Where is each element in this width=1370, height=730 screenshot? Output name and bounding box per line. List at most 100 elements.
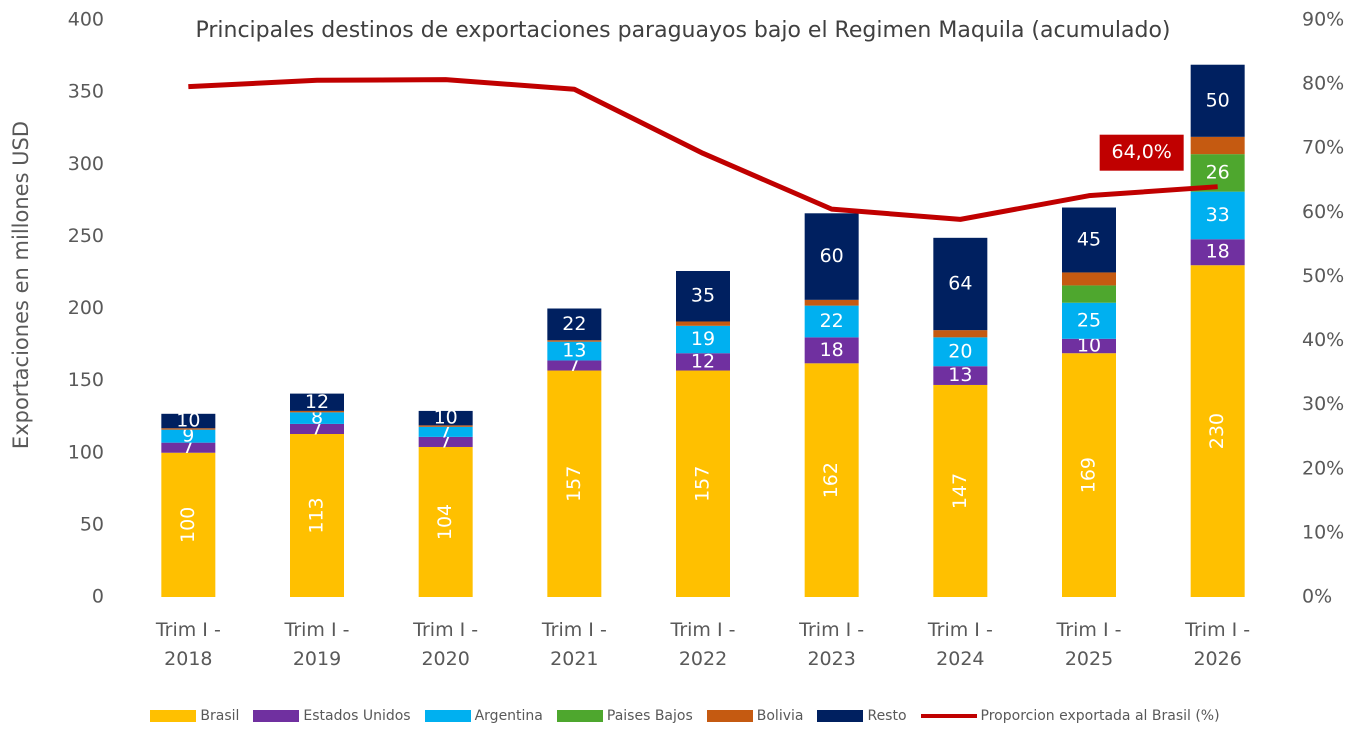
legend-swatch [424, 710, 471, 722]
data-label: 157 [692, 466, 714, 502]
y2-tick-label: 80% [1302, 73, 1344, 95]
bar-segment [933, 330, 988, 338]
y2-tick-label: 50% [1302, 265, 1344, 287]
bar-segment [804, 299, 859, 306]
y2-tick-label: 70% [1302, 137, 1344, 159]
data-label: 18 [820, 339, 844, 361]
bar-segment [1062, 353, 1116, 597]
data-label: 100 [177, 507, 199, 543]
data-label: 169 [1078, 457, 1100, 493]
y-tick-label: 350 [68, 81, 104, 103]
data-label: 9 [182, 425, 194, 447]
bar-segment [676, 321, 730, 326]
bar-segment [1062, 272, 1116, 286]
y2-tick-label: 10% [1302, 521, 1344, 543]
data-label: 10 [434, 407, 458, 429]
bar-segment [161, 429, 216, 443]
bar-segment [547, 370, 602, 597]
legend-label: Estados Unidos [303, 708, 411, 724]
legend-swatch [706, 710, 753, 722]
x-tick-label: Trim I - 2024 [927, 619, 993, 670]
data-label: 104 [434, 504, 456, 540]
legend-label: Argentina [474, 708, 543, 724]
legend-label: Bolivia [756, 708, 804, 724]
bar-segment [547, 308, 602, 341]
legend-swatch [253, 710, 300, 722]
bar-segment [933, 237, 988, 331]
legend-label: Brasil [200, 708, 240, 724]
bar-segment [418, 425, 473, 427]
legend-swatch [817, 710, 864, 722]
data-label: 64,0% [1111, 141, 1171, 163]
data-label: 22 [820, 310, 844, 332]
bar-segment [1190, 239, 1245, 266]
data-label: 26 [1206, 161, 1230, 183]
y2-tick-label: 0% [1302, 586, 1332, 608]
data-label: 20 [948, 340, 972, 362]
data-label: 113 [306, 497, 328, 533]
y-axis-label: Exportaciones en millones USD [9, 121, 33, 449]
data-label: 162 [820, 462, 842, 498]
y-tick-label: 250 [68, 225, 104, 247]
data-label: 147 [949, 473, 971, 509]
y2-tick-label: 40% [1302, 329, 1344, 351]
legend: Brasil Estados Unidos Argentina Paises Bajo… [0, 708, 1370, 724]
data-label: 60 [820, 245, 844, 267]
bar-segment [1190, 191, 1245, 240]
data-label: 45 [1077, 228, 1101, 250]
legend-item: Proporcion exportada al Brasil (%) [920, 708, 1220, 724]
data-label: 18 [1206, 241, 1230, 263]
legend-item: Estados Unidos [253, 708, 411, 724]
data-label: 230 [1206, 413, 1228, 449]
x-tick-label: Trim I - 2021 [541, 619, 607, 670]
legend-label: Proporcion exportada al Brasil (%) [980, 708, 1220, 724]
bar-segment [418, 426, 473, 437]
bar-segment [161, 428, 216, 430]
bar-segment [804, 305, 859, 338]
legend-swatch [556, 710, 603, 722]
y-tick-label: 400 [68, 9, 104, 31]
legend-label: Paises Bajos [606, 708, 693, 724]
data-label: 25 [1077, 309, 1101, 331]
y-tick-label: 50 [80, 513, 104, 535]
data-label: 10 [1077, 335, 1101, 357]
bar-segment [547, 340, 602, 342]
bar-segment [804, 337, 859, 364]
y-tick-label: 0 [92, 586, 104, 608]
bar-segment [1190, 64, 1245, 137]
bar-segment [933, 366, 988, 385]
data-label: 12 [305, 391, 329, 413]
bar-segment [1062, 285, 1116, 303]
bar-segment [933, 384, 988, 597]
bar-segment [676, 270, 730, 322]
bar-segment [1190, 136, 1245, 155]
y-tick-label: 200 [68, 297, 104, 319]
x-tick-label: Trim I - 2022 [670, 619, 736, 670]
legend-item: Paises Bajos [556, 708, 693, 724]
bar-segment [290, 410, 344, 413]
bar-segment [1190, 265, 1245, 597]
bar-segment [290, 433, 344, 597]
y-tick-label: 100 [68, 441, 104, 463]
data-label: 50 [1206, 89, 1230, 111]
data-label: 157 [563, 466, 585, 502]
y2-tick-label: 20% [1302, 457, 1344, 479]
data-label: 64 [948, 272, 972, 294]
data-label: 12 [691, 350, 715, 372]
legend-item: Brasil [150, 708, 239, 724]
bar-segment [290, 393, 344, 411]
x-tick-label: Trim I - 2020 [413, 619, 479, 670]
y2-tick-label: 90% [1302, 9, 1344, 31]
x-tick-label: Trim I - 2023 [799, 619, 865, 670]
data-label: 13 [948, 364, 972, 386]
x-tick-label: Trim I - 2019 [284, 619, 350, 670]
bar-segment [418, 410, 473, 426]
line [188, 77, 1218, 222]
legend-item: Resto [817, 708, 907, 724]
bar-segment [676, 325, 730, 354]
bar-segment [290, 412, 344, 424]
bar-segment [161, 442, 216, 453]
legend-label: Resto [867, 708, 907, 724]
bar-segment [547, 341, 602, 361]
